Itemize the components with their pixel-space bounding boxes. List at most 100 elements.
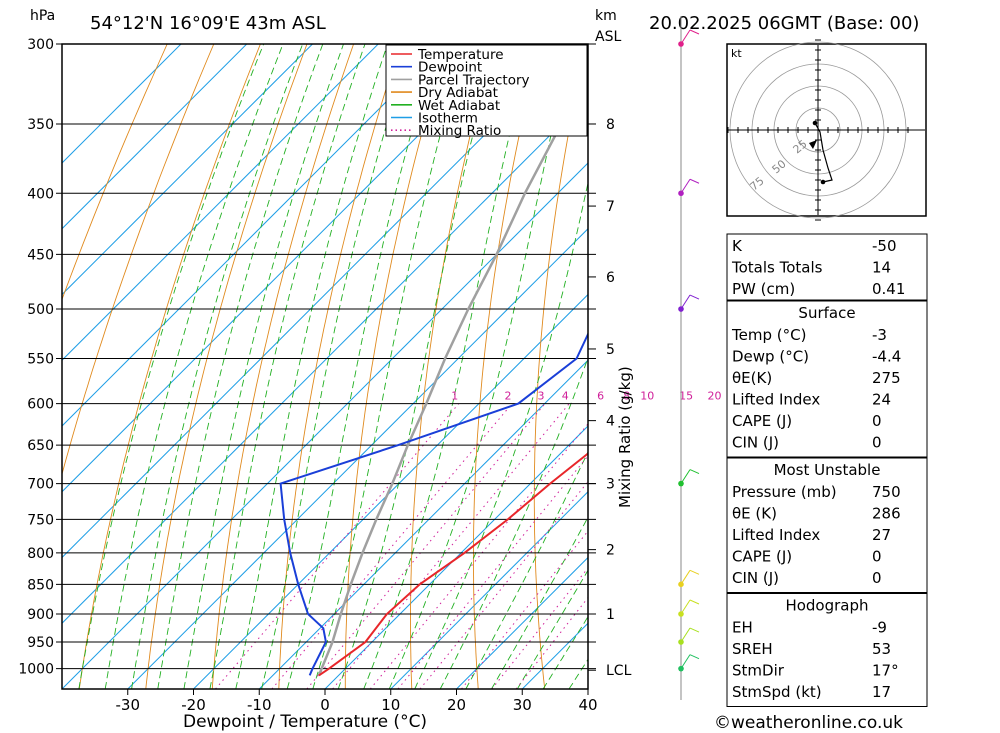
km-tick-label: LCL <box>606 663 632 679</box>
wet-adiabat-line <box>261 44 412 689</box>
wind-barb-feather <box>689 469 700 475</box>
legend-label: Dewpoint <box>418 60 482 76</box>
wind-barb <box>680 469 691 484</box>
most-unstable-table-row-value: 27 <box>872 526 891 544</box>
isotherm-line <box>258 359 588 689</box>
isotherm-line <box>324 425 588 689</box>
wet-adiabat-line <box>209 44 366 689</box>
dry-adiabat-line <box>533 44 588 689</box>
pressure-tick-label: 650 <box>27 438 54 454</box>
legend-label: Isotherm <box>418 111 478 127</box>
most-unstable-table-row-label: Lifted Index <box>732 526 820 544</box>
dry-adiabat-line <box>650 44 680 689</box>
x-tick-label: -30 <box>116 696 141 714</box>
mixing-ratio-label: 2 <box>505 390 512 403</box>
legend-label: Wet Adiabat <box>418 98 500 114</box>
isotherm-line <box>62 44 576 559</box>
mixing-ratio-line <box>491 567 588 689</box>
wet-adiabat-line <box>183 44 344 689</box>
wet-adiabat-line <box>439 356 588 689</box>
wind-barb-feather <box>689 178 700 184</box>
surface-table-row-label: CAPE (J) <box>732 412 792 430</box>
hodograph-table-row-label: StmSpd (kt) <box>732 683 822 701</box>
surface-table-row-label: Lifted Index <box>732 391 820 409</box>
pressure-tick-label: 950 <box>27 635 54 651</box>
hodograph-point <box>820 179 826 185</box>
wind-barb-feather <box>689 627 700 633</box>
hodograph-table-row-value: -9 <box>872 619 887 637</box>
hodograph-table-row-label: EH <box>732 619 753 637</box>
pressure-tick-label: 900 <box>27 607 54 623</box>
hodograph-point <box>812 120 818 126</box>
wet-adiabat-line <box>131 44 304 689</box>
km-tick-label: 6 <box>606 270 615 286</box>
mixing-ratio-line <box>369 423 588 689</box>
pressure-tick-label: 800 <box>27 546 54 562</box>
wet-adiabat-line <box>286 44 438 689</box>
surface-table-row-label: Temp (°C) <box>731 326 806 344</box>
surface-table-title: Surface <box>798 304 855 322</box>
mixing-ratio-label: 6 <box>597 390 604 403</box>
pressure-tick-label: 850 <box>27 577 54 593</box>
legend-box <box>385 44 588 137</box>
pressure-unit-label: hPa <box>30 8 55 24</box>
mixing-ratio-line <box>397 455 588 689</box>
km-tick-label: 8 <box>606 117 615 133</box>
surface-table-box <box>726 300 928 458</box>
wind-level-dot <box>678 306 684 312</box>
legend-label: Mixing Ratio <box>418 123 501 139</box>
index-value: 14 <box>872 259 891 277</box>
pressure-tick-label: 400 <box>27 186 54 202</box>
mixing-ratio-line <box>306 403 546 689</box>
most-unstable-table-box <box>726 457 928 593</box>
mixing-ratio-labels: 12346810152025 <box>451 390 744 403</box>
pressure-tick-label: 350 <box>27 117 54 133</box>
km-tick-label: 2 <box>606 543 615 559</box>
wind-barb-feather <box>689 569 700 575</box>
km-tick-label: 7 <box>606 199 615 215</box>
mixing-ratio-line <box>515 596 588 689</box>
pressure-tick-label: 600 <box>27 397 54 413</box>
wet-adiabat-line <box>157 44 324 689</box>
wind-barb <box>680 627 691 643</box>
indices-box <box>726 233 928 301</box>
temperature-tick-labels: -30 -20 -10 0 10 20 30 40 <box>116 689 598 714</box>
wind-barb-feather <box>689 294 700 300</box>
mixing-ratio-label: 20 <box>707 390 721 403</box>
wet-adiabat-line <box>465 450 588 689</box>
wet-adiabat-line <box>235 44 389 689</box>
asl-label: ASL <box>595 29 621 45</box>
x-tick-label: 30 <box>513 696 532 714</box>
wind-barb <box>680 570 691 585</box>
legend-label: Dry Adiabat <box>418 85 498 101</box>
most-unstable-table-title: Most Unstable <box>774 461 881 479</box>
wind-barb <box>680 29 691 45</box>
hodograph-table-box <box>726 593 928 707</box>
mixing-ratio-label: 1 <box>451 390 458 403</box>
most-unstable-table-row-label: CAPE (J) <box>732 548 792 566</box>
wind-barb <box>680 599 691 615</box>
datetime-title: 20.02.2025 06GMT (Base: 00) <box>649 13 919 34</box>
isotherm-line <box>62 44 511 493</box>
wet-adiabat-line <box>337 44 498 689</box>
index-label: K <box>732 237 743 255</box>
profile-curves <box>279 76 588 677</box>
mixing-ratio-label: 15 <box>679 390 693 403</box>
dry-adiabat-line <box>472 44 541 689</box>
storm-motion-marker <box>809 140 817 149</box>
temperature-curve <box>318 452 588 677</box>
mixing-ratio-line <box>215 403 460 689</box>
surface-table-row-value: 24 <box>872 391 891 409</box>
x-tick-label: 10 <box>381 696 400 714</box>
isotherm-line <box>62 162 588 689</box>
surface-table-row-value: 0 <box>872 434 882 452</box>
parcel-trajectory-curve <box>317 76 588 676</box>
most-unstable-table-row-label: CIN (J) <box>732 569 779 587</box>
hodograph-table-row-value: 17° <box>872 662 899 680</box>
dry-adiabat-line <box>344 44 448 689</box>
hodograph-table-row-label: SREH <box>732 640 773 658</box>
dry-adiabat-line <box>62 44 168 301</box>
pressure-tick-label: 500 <box>27 302 54 318</box>
legend-label: Parcel Trajectory <box>418 72 530 88</box>
